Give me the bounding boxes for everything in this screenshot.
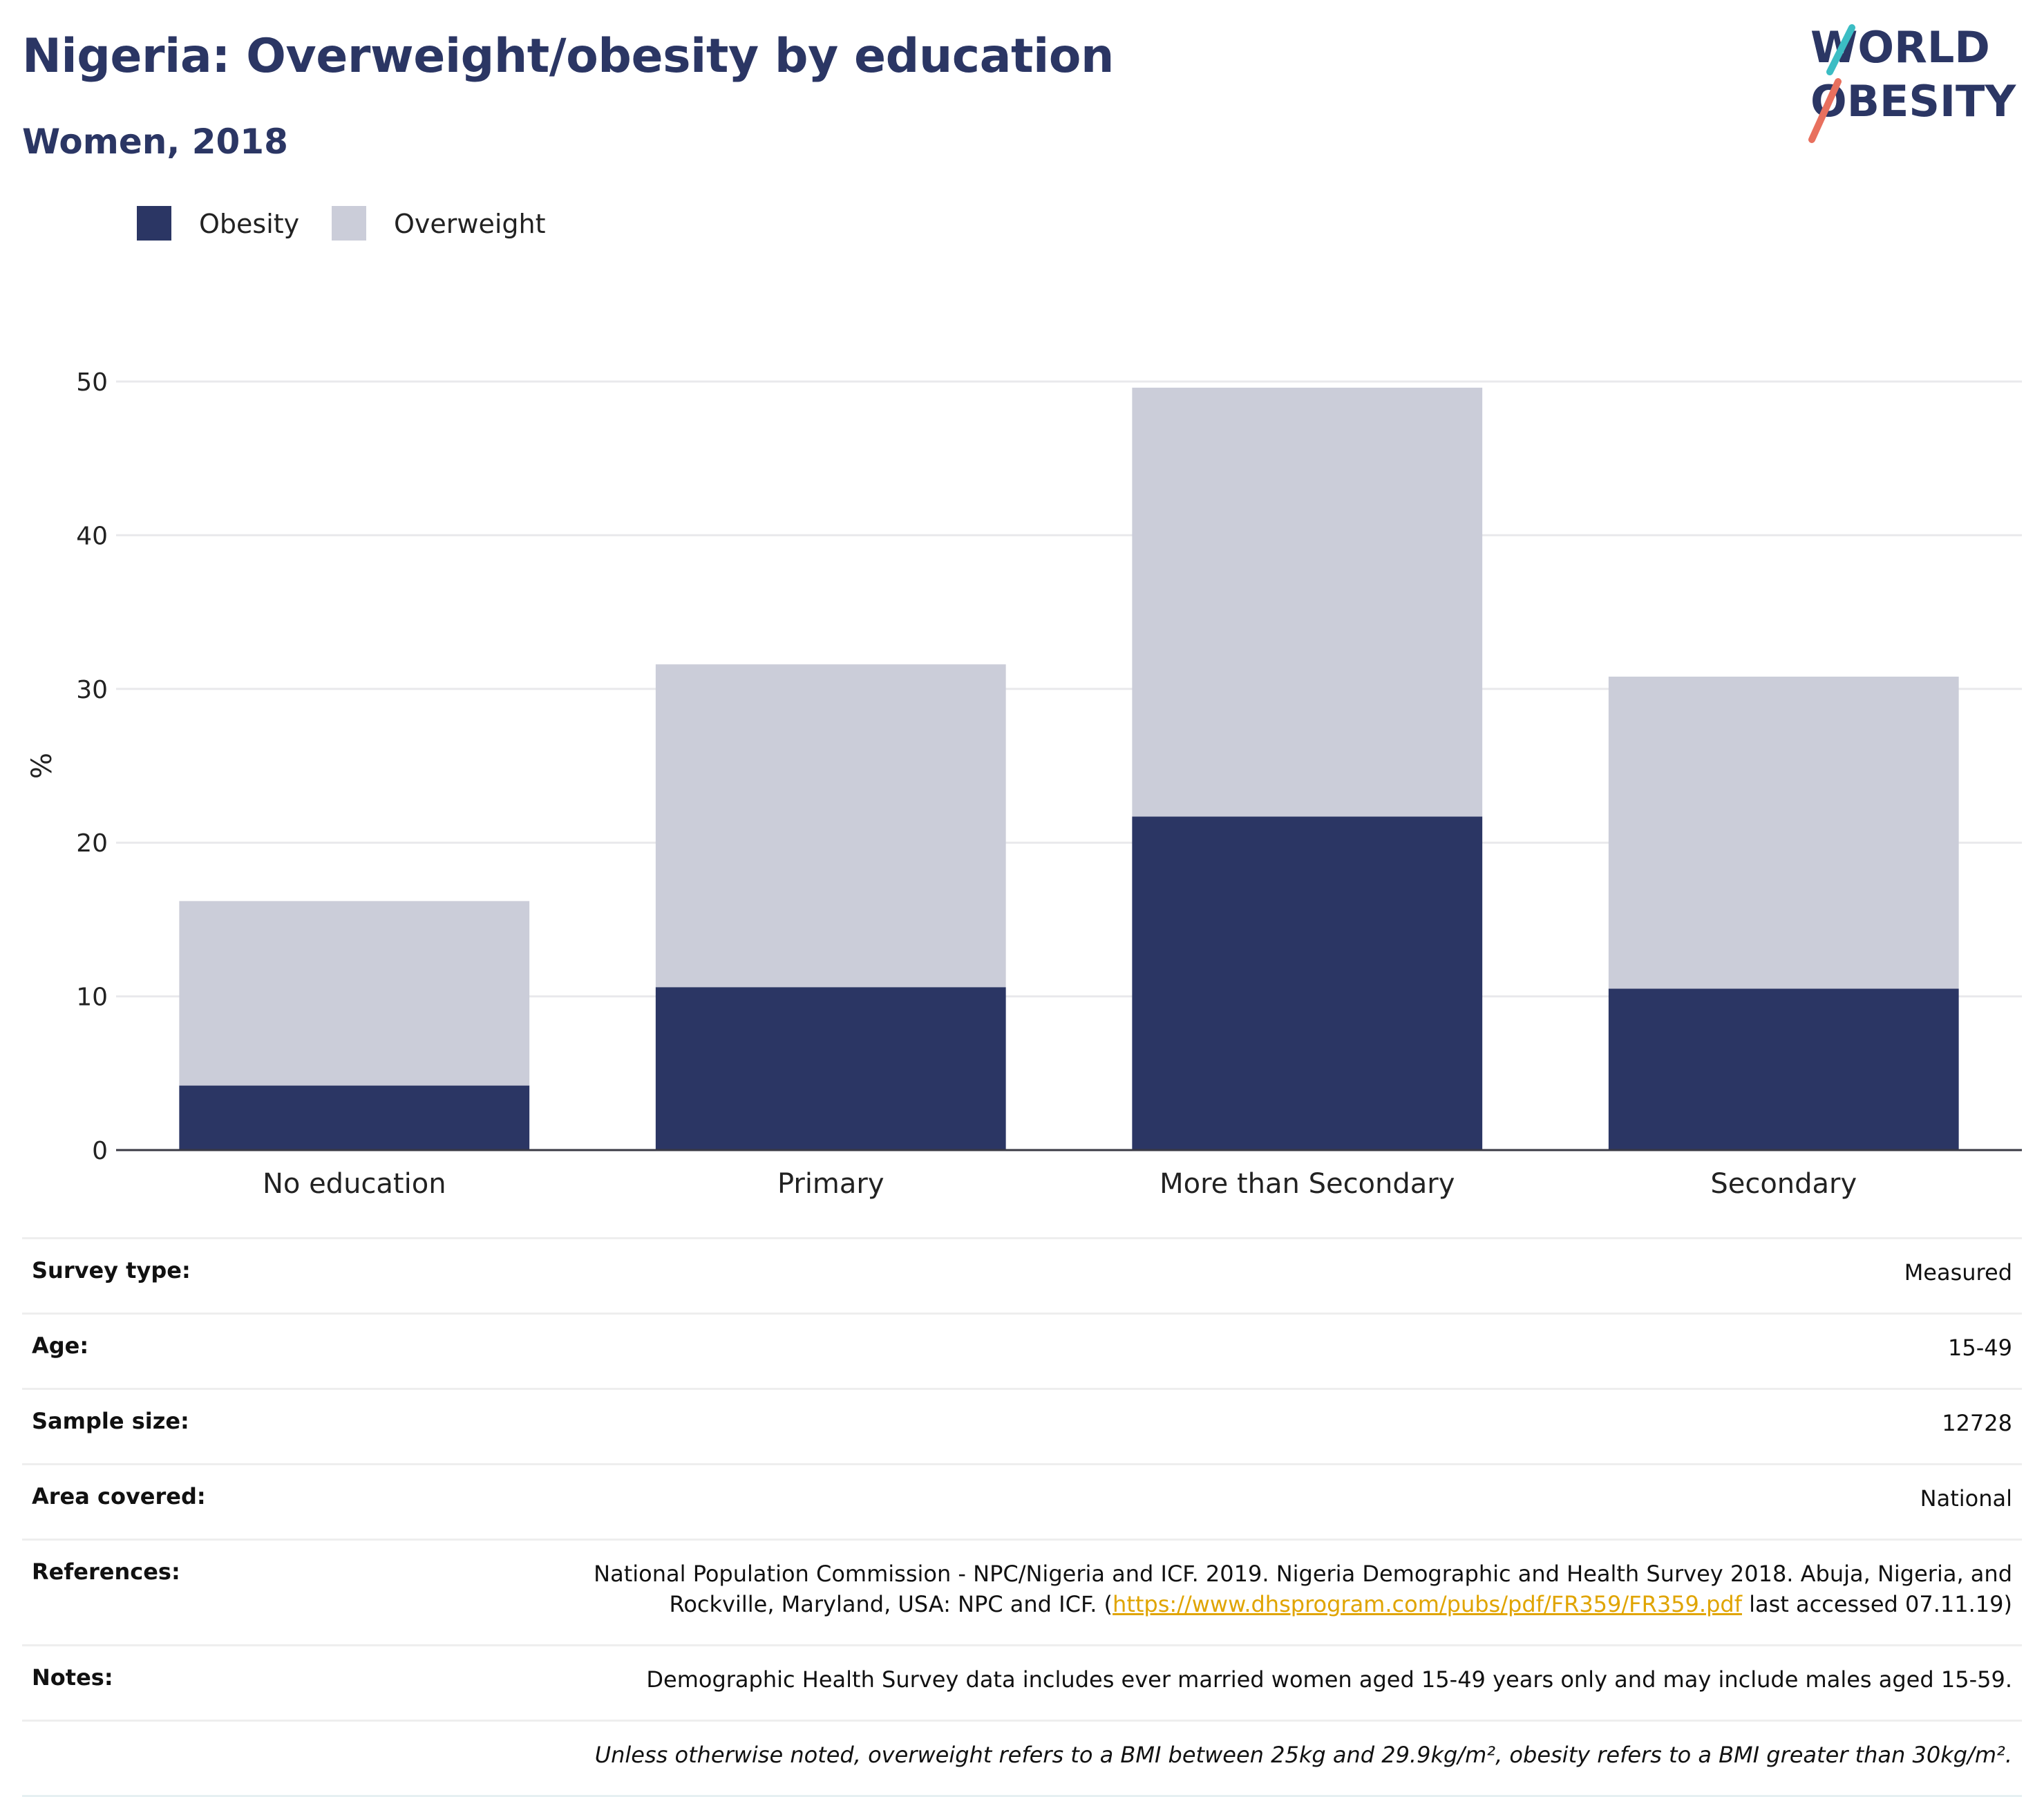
- y-tick-label-20: 20: [76, 829, 108, 858]
- info-row-area: Area covered: National: [22, 1464, 2022, 1541]
- notes-value: Demographic Health Survey data includes …: [456, 1645, 2022, 1722]
- legend-label-overweight: Overweight: [394, 209, 546, 239]
- x-category-label: Secondary: [1710, 1168, 1857, 1200]
- survey-info-table: Survey type: Measured Age: 15-49 Sample …: [22, 1237, 2022, 1797]
- y-tick-label-40: 40: [76, 522, 108, 550]
- area-covered-value: National: [456, 1464, 2022, 1541]
- bar-obesity-more-than-secondary[interactable]: [1132, 816, 1483, 1150]
- logo-line1: WORLD: [1810, 22, 1990, 73]
- bar-obesity-secondary[interactable]: [1608, 988, 1959, 1150]
- info-row-notes: Notes: Demographic Health Survey data in…: [22, 1645, 2022, 1722]
- axes: 0 10 20 30 40 50 No education Primary More than …: [26, 368, 2022, 1200]
- x-category-label: More than Secondary: [1160, 1168, 1455, 1200]
- y-axis-title: %: [26, 753, 58, 779]
- chart-title: Nigeria: Overweight/obesity by education: [22, 29, 1114, 84]
- logo-line2: OBESITY: [1810, 76, 2016, 126]
- references-line2-post: last accessed 07.11.19): [1741, 1591, 2012, 1617]
- world-obesity-logo: WORLD OBESITY: [1808, 22, 2016, 143]
- sample-size-label: Sample size:: [22, 1389, 456, 1465]
- stacked-bar-chart: 0 10 20 30 40 50 No education Primary More than …: [26, 368, 2022, 1200]
- bar-obesity-no-education[interactable]: [179, 1085, 530, 1150]
- x-category-label: Primary: [777, 1168, 884, 1200]
- bar-overweight-more-than-secondary[interactable]: [1132, 387, 1483, 817]
- definition-note: Unless otherwise noted, overweight refer…: [456, 1720, 2022, 1797]
- legend-swatch-overweight: [332, 206, 366, 241]
- logo-slash-coral: [1808, 78, 1842, 143]
- info-row-sample-size: Sample size: 12728: [22, 1389, 2022, 1465]
- references-line2-pre: Rockville, Maryland, USA: NPC and ICF. (: [669, 1591, 1113, 1617]
- age-value: 15-49: [456, 1313, 2022, 1390]
- age-label: Age:: [22, 1313, 456, 1390]
- bar-obesity-primary[interactable]: [655, 987, 1006, 1150]
- info-row-references: References: National Population Commissi…: [22, 1539, 2022, 1646]
- info-row-age: Age: 15-49: [22, 1313, 2022, 1390]
- legend-label-obesity: Obesity: [199, 209, 300, 239]
- y-tick-label-0: 0: [92, 1137, 108, 1165]
- notes-label: Notes:: [22, 1645, 456, 1722]
- x-category-label: No education: [263, 1168, 446, 1200]
- logo-slash-teal: [1826, 24, 1855, 75]
- bars: [179, 387, 1959, 1150]
- y-tick-label-10: 10: [76, 984, 108, 1012]
- references-link[interactable]: https://www.dhsprogram.com/pubs/pdf/FR35…: [1113, 1591, 1742, 1617]
- info-row-survey-type: Survey type: Measured: [22, 1238, 2022, 1315]
- references-line1: National Population Commission - NPC/Nig…: [594, 1561, 2012, 1587]
- sample-size-value: 12728: [456, 1389, 2022, 1465]
- area-covered-label: Area covered:: [22, 1464, 456, 1541]
- legend-swatch-obesity: [137, 206, 171, 241]
- definition-spacer: [22, 1720, 456, 1797]
- references-value: National Population Commission - NPC/Nig…: [456, 1539, 2022, 1646]
- info-row-definition: Unless otherwise noted, overweight refer…: [22, 1720, 2022, 1797]
- chart-subtitle: Women, 2018: [22, 122, 288, 162]
- y-tick-label-30: 30: [76, 676, 108, 704]
- bar-overweight-secondary[interactable]: [1608, 677, 1959, 989]
- bar-overweight-primary[interactable]: [655, 664, 1006, 988]
- survey-type-label: Survey type:: [22, 1238, 456, 1315]
- y-tick-label-50: 50: [76, 368, 108, 397]
- survey-type-value: Measured: [456, 1238, 2022, 1315]
- bar-overweight-no-education[interactable]: [179, 901, 530, 1086]
- references-label: References:: [22, 1539, 456, 1646]
